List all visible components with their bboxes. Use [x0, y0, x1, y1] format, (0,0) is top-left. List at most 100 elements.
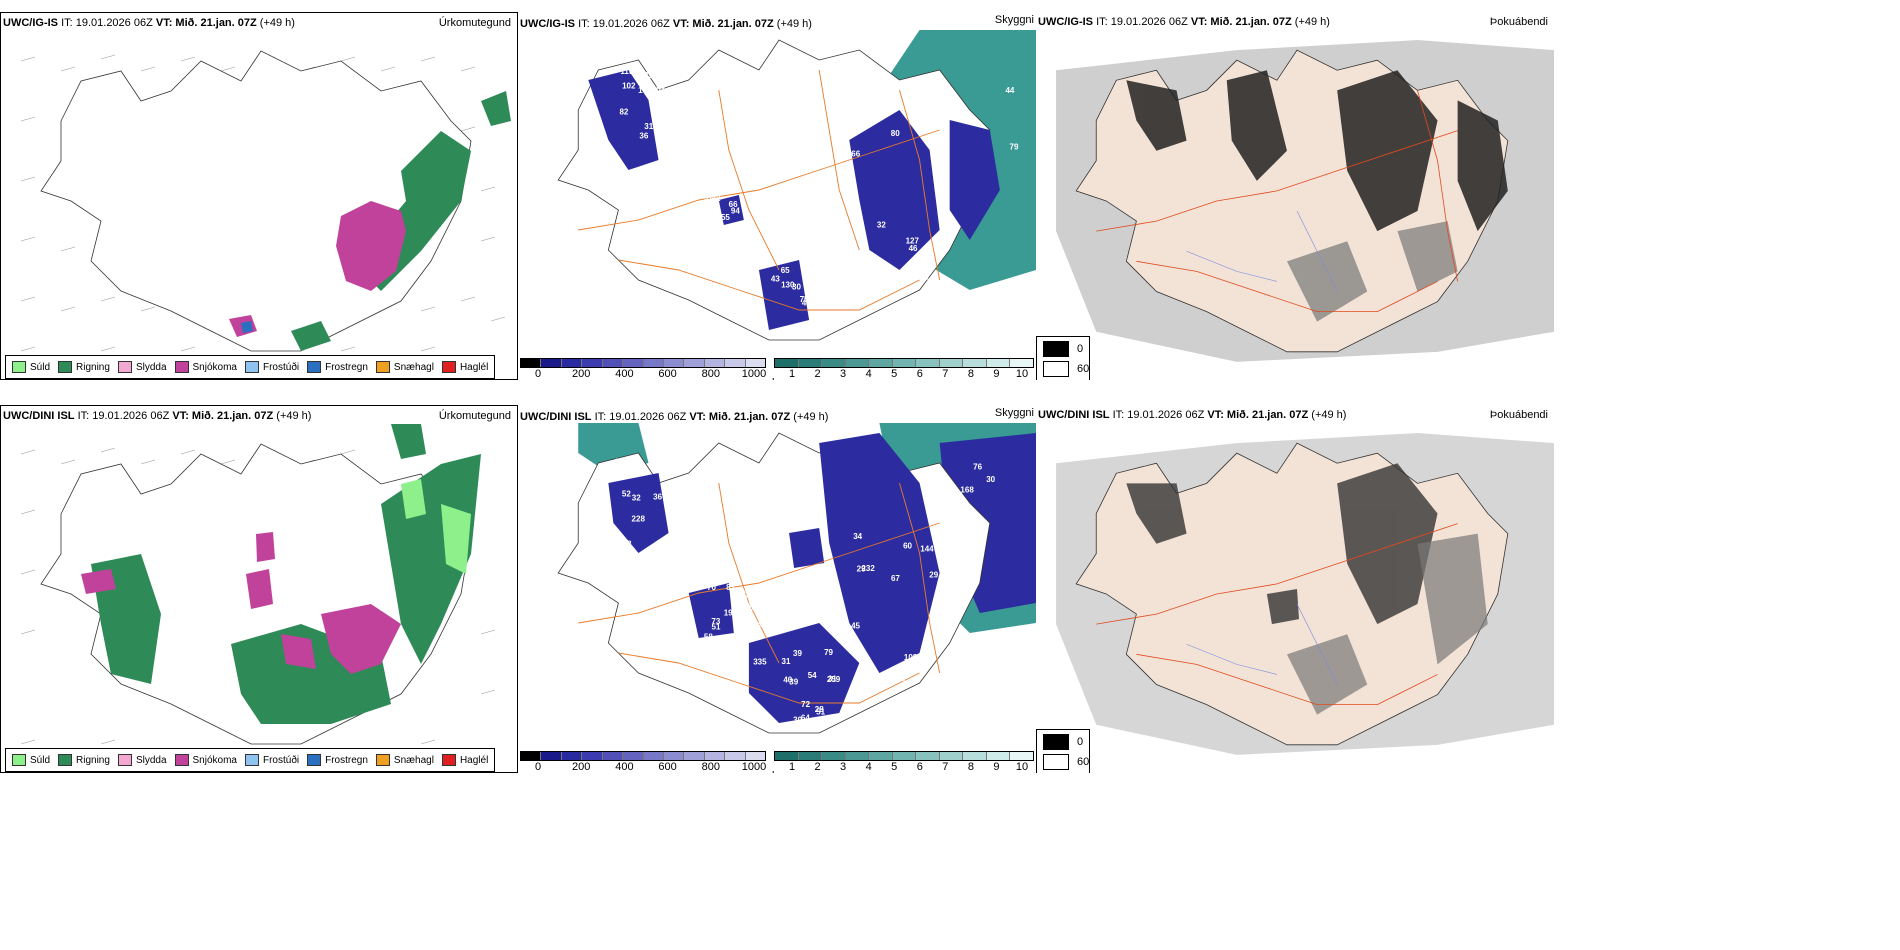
- elevation-colorbar: m 0 200 400 600 800 1000: [518, 358, 767, 380]
- visibility-value-label: 65: [781, 266, 790, 275]
- panel-header: UWC/DINI ISL IT: 19.01.2026 06Z VT: Mið.…: [520, 411, 828, 423]
- lead-time: (+49 h): [776, 18, 812, 30]
- fog-legend-item-0: 0: [1043, 734, 1083, 750]
- low-visibility-areas: [608, 433, 940, 723]
- visibility-value-label: 41: [802, 298, 811, 307]
- panel-header: UWC/IG-IS IT: 19.01.2026 06Z VT: Mið. 21…: [3, 17, 295, 29]
- visibility-segment: [892, 359, 917, 367]
- visibility-tick-label: 8: [967, 761, 974, 773]
- valid-time: VT: Mið. 21.jan. 07Z: [1207, 409, 1309, 421]
- snow-areas: [81, 532, 401, 674]
- legend-label: Haglél: [459, 361, 489, 373]
- panel-title: Skyggni: [994, 14, 1034, 26]
- lead-time: (+49 h): [1294, 16, 1330, 28]
- elevation-segment: [745, 752, 766, 760]
- visibility-map: 120 66 65 55 100 106 65 66 84 80 56 189 102 100 215 97 1…: [518, 30, 1036, 350]
- visibility-tick-label: 8: [967, 368, 974, 380]
- visibility-panel-row2: UWC/DINI ISL IT: 19.01.2026 06Z VT: Mið.…: [518, 405, 1036, 773]
- visibility-value-label: 52: [622, 490, 631, 499]
- legend-label: Frostregn: [325, 754, 368, 766]
- panel-title: Þokuábendi: [1489, 409, 1548, 421]
- elevation-segment: [725, 359, 746, 367]
- visibility-value-label: 215: [806, 295, 820, 304]
- panel-header: UWC/IG-IS IT: 19.01.2026 06Z VT: Mið. 21…: [1038, 16, 1330, 28]
- fog-legend-swatch: [1043, 734, 1069, 750]
- visibility-tick-label: 1: [788, 368, 796, 380]
- visibility-value-label: 100: [934, 140, 948, 149]
- visibility-value-label: 31: [644, 122, 653, 131]
- visibility-value-label: 39: [793, 649, 802, 658]
- visibility-value-label: 189: [710, 233, 724, 242]
- visibility-tick-label: 4: [865, 761, 872, 773]
- visibility-segment: [845, 359, 870, 367]
- legend-label: Súld: [30, 361, 51, 373]
- visibility-tick-label: 7: [942, 368, 949, 380]
- init-time: IT: 19.01.2026 06Z: [1112, 409, 1205, 421]
- visibility-tick-label: 4: [865, 368, 872, 380]
- visibility-value-label: 52: [623, 540, 632, 549]
- visibility-value-label: 33: [826, 275, 835, 284]
- visibility-value-label: 377: [893, 675, 907, 684]
- visibility-value-label: 102: [622, 82, 636, 91]
- visibility-segment: [1010, 359, 1034, 367]
- elevation-segment: [684, 752, 705, 760]
- visibility-value-label: 198: [724, 608, 738, 617]
- visibility-value-label: 54: [808, 671, 817, 680]
- visibility-segment: [775, 752, 799, 760]
- legend-item-snaehagl: Snæhagl: [375, 754, 434, 766]
- visibility-tick-label: 6: [916, 761, 923, 773]
- visibility-segment: [845, 752, 870, 760]
- visibility-value-label: 335: [753, 658, 767, 667]
- elevation-segment: [623, 359, 644, 367]
- elevation-unit: m: [518, 770, 527, 773]
- fog-map: [1036, 423, 1554, 773]
- elevation-segment: [582, 359, 603, 367]
- visibility-value-label: 66: [729, 200, 738, 209]
- elevation-colorbar: m 0 200 400 600 800 1000: [518, 751, 766, 773]
- visibility-value-label: 97: [704, 193, 713, 202]
- visibility-value-label: 108: [904, 653, 918, 662]
- visibility-value-label: 55: [612, 462, 621, 471]
- visibility-value-label: 53: [656, 84, 665, 93]
- precip-panel-row2: UWC/DINI ISL IT: 19.01.2026 06Z VT: Mið.…: [0, 405, 518, 773]
- legend-item-frostregn: Frostregn: [307, 754, 368, 766]
- visibility-segment: [963, 752, 987, 760]
- fog-panel-row1: UWC/IG-IS IT: 19.01.2026 06Z VT: Mið. 21…: [1036, 12, 1554, 380]
- visibility-value-label: 42: [712, 194, 721, 203]
- fog-legend-label: 60: [1077, 756, 1090, 768]
- elevation-tick-label: 1000: [741, 368, 767, 380]
- fog-dark-areas: [1126, 70, 1508, 232]
- legend-label: Súld: [30, 754, 51, 766]
- fog-legend-item-60: 60: [1043, 361, 1089, 377]
- visibility-tick-label: 1: [788, 761, 796, 773]
- visibility-value-label: 130: [781, 280, 795, 289]
- init-time: IT: 19.01.2026 06Z: [578, 18, 670, 30]
- visibility-value-label: 106: [860, 269, 874, 278]
- legend-label: Slydda: [135, 361, 167, 373]
- visibility-value-label: 30: [986, 475, 995, 484]
- legend-label: Snjókoma: [192, 754, 237, 766]
- fog-legend-label: 60: [1077, 363, 1090, 375]
- legend-item-snjokoma: Snjókoma: [174, 361, 237, 373]
- fog-legend-swatch: [1043, 341, 1069, 357]
- elevation-segment: [725, 752, 746, 760]
- visibility-segment: [939, 752, 964, 760]
- visibility-value-label: 40: [783, 675, 792, 684]
- legend-swatch: [174, 361, 189, 373]
- visibility-segment: [775, 359, 799, 367]
- visibility-segment: [798, 359, 823, 367]
- visibility-value-label: 75: [800, 295, 809, 304]
- panel-header: UWC/IG-IS IT: 19.01.2026 06Z VT: Mið. 21…: [520, 18, 812, 30]
- model-name: UWC/DINI ISL: [3, 410, 75, 422]
- legend-swatch: [307, 361, 322, 373]
- panel-header: UWC/DINI ISL IT: 19.01.2026 06Z VT: Mið.…: [1038, 409, 1346, 421]
- legend-label: Frostúði: [262, 754, 300, 766]
- visibility-segment: [892, 752, 917, 760]
- visibility-value-label: 76: [626, 551, 635, 560]
- river-network: [1186, 210, 1338, 292]
- visibility-tick-label: 3: [840, 368, 847, 380]
- legend-item-frostregn: Frostregn: [307, 361, 368, 373]
- visibility-value-label: 58: [704, 633, 713, 642]
- elevation-ticks: m 0 200 400 600 800 1000: [518, 760, 766, 773]
- river-network: [1186, 603, 1338, 685]
